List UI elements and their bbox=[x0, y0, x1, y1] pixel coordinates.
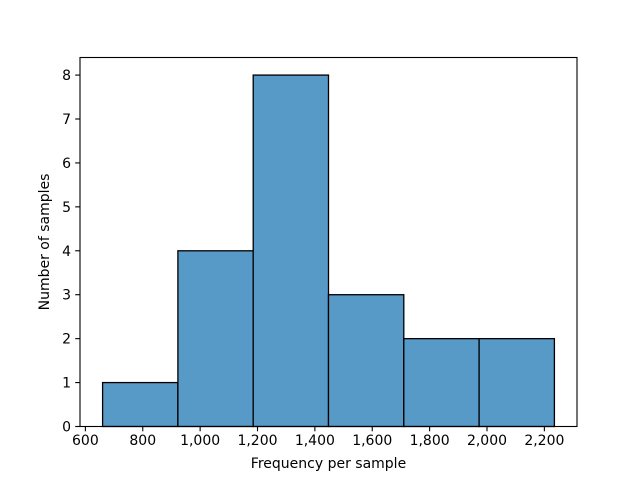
y-axis-label: Number of samples bbox=[37, 174, 53, 311]
y-tick-label: 1 bbox=[62, 376, 71, 392]
histogram-bar bbox=[327, 294, 405, 428]
y-tick-label: 2 bbox=[62, 332, 71, 348]
x-axis-label: Frequency per sample bbox=[251, 456, 406, 472]
x-tick-label: 600 bbox=[72, 433, 99, 449]
y-tick-label: 8 bbox=[62, 68, 71, 84]
x-tick-label: 1,800 bbox=[410, 433, 450, 449]
plot-frame bbox=[79, 56, 578, 428]
y-tick-label: 3 bbox=[62, 288, 71, 304]
x-tick-label: 1,400 bbox=[295, 433, 335, 449]
x-tick-label: 2,000 bbox=[467, 433, 507, 449]
y-tick-label: 6 bbox=[62, 156, 71, 172]
y-tick-label: 4 bbox=[62, 244, 71, 260]
y-tick-label: 5 bbox=[62, 200, 71, 216]
x-tick-label: 1,600 bbox=[352, 433, 392, 449]
histogram-bar bbox=[177, 250, 254, 428]
histogram-bar bbox=[252, 74, 330, 428]
histogram-bar bbox=[478, 337, 556, 428]
histogram-bar bbox=[403, 337, 480, 428]
x-tick-label: 1,200 bbox=[237, 433, 277, 449]
y-tick-label: 0 bbox=[62, 420, 71, 436]
x-tick-label: 1,000 bbox=[180, 433, 220, 449]
y-tick-label: 7 bbox=[62, 112, 71, 128]
x-tick-label: 800 bbox=[129, 433, 156, 449]
x-tick-label: 2,200 bbox=[524, 433, 564, 449]
histogram-bar bbox=[101, 381, 179, 428]
